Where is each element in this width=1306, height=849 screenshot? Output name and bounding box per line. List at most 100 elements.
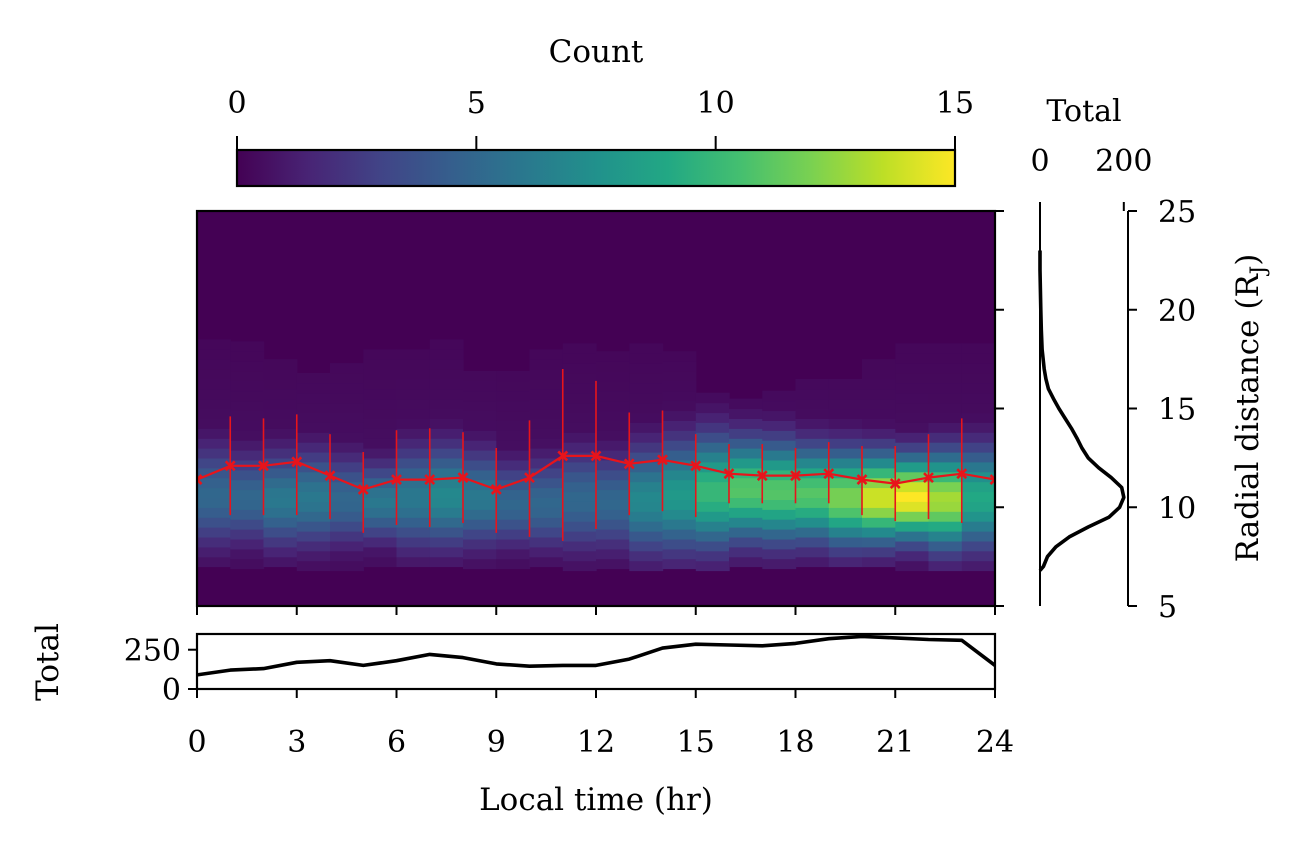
heatmap-cell bbox=[928, 531, 963, 542]
heatmap-cell bbox=[197, 349, 231, 360]
heatmap-cell bbox=[729, 507, 763, 518]
heatmap-cell bbox=[596, 519, 630, 530]
heatmap-cell bbox=[230, 519, 265, 530]
heatmap-cell bbox=[862, 487, 896, 498]
heatmap-cell bbox=[197, 378, 231, 390]
heatmap-cell bbox=[230, 361, 265, 372]
heatmap-cell bbox=[363, 556, 398, 568]
heatmap-cell bbox=[230, 469, 265, 481]
heatmap-cell bbox=[197, 438, 231, 449]
right-panel-x-tick-label: 200 bbox=[1095, 144, 1152, 179]
heatmap-cell bbox=[961, 540, 995, 552]
heatmap-cell bbox=[496, 509, 531, 520]
mean-marker bbox=[424, 474, 436, 486]
bottom-x-tick-label: 12 bbox=[577, 725, 615, 760]
heatmap-cell bbox=[396, 556, 431, 568]
heatmap-cell bbox=[363, 477, 398, 489]
heatmap-cell bbox=[762, 509, 797, 520]
radial-y-tick-label: 10 bbox=[1158, 491, 1196, 526]
heatmap-cell bbox=[562, 491, 597, 502]
mean-marker bbox=[590, 450, 602, 462]
heatmap-cell bbox=[396, 418, 431, 429]
heatmap-cell bbox=[762, 400, 797, 412]
heatmap-cell bbox=[496, 420, 531, 431]
heatmap-cell bbox=[928, 343, 963, 354]
heatmap-cell bbox=[928, 521, 963, 532]
heatmap-cell bbox=[862, 507, 896, 518]
heatmap-cell bbox=[463, 529, 497, 540]
heatmap-cell bbox=[330, 550, 364, 562]
heatmap-cell bbox=[828, 517, 863, 528]
heatmap-cell bbox=[596, 420, 630, 431]
heatmap-cell bbox=[363, 467, 398, 479]
heatmap-cell bbox=[529, 388, 564, 400]
heatmap-cell bbox=[496, 469, 531, 481]
heatmap-cell bbox=[762, 410, 797, 421]
heatmap-cell bbox=[463, 538, 497, 550]
heatmap-cell bbox=[795, 398, 830, 410]
bottom-marginal-panel: 0 3 6 9 12 15 18 21 24 0 250 Total Local time (hr) bbox=[30, 623, 1014, 818]
heatmap-cell bbox=[496, 529, 531, 540]
heatmap-cell bbox=[629, 560, 664, 572]
heatmap-cell bbox=[463, 519, 497, 530]
heatmap-cell bbox=[529, 428, 564, 439]
heatmap-cell bbox=[562, 461, 597, 473]
heatmap-cell bbox=[230, 440, 265, 451]
heatmap-cell bbox=[529, 536, 564, 548]
heatmap-cell bbox=[463, 410, 497, 421]
heatmap-cell bbox=[895, 353, 930, 364]
heatmap-cell bbox=[363, 546, 398, 558]
heatmap-cell bbox=[762, 489, 797, 500]
mean-marker bbox=[823, 468, 835, 480]
heatmap-cell bbox=[562, 531, 597, 542]
bottom-x-tick-label: 6 bbox=[387, 725, 406, 760]
heatmap-cell bbox=[197, 369, 231, 380]
radial-y-tick-label: 25 bbox=[1158, 195, 1196, 230]
heatmap-cell bbox=[296, 402, 331, 414]
heatmap-cell bbox=[363, 438, 398, 449]
heatmap-cell bbox=[862, 477, 896, 489]
colorbar-tick-label: 15 bbox=[936, 86, 974, 121]
heatmap-cell bbox=[828, 507, 863, 518]
heatmap-cell bbox=[662, 519, 697, 530]
heatmap-cell bbox=[230, 548, 265, 560]
heatmap-cell bbox=[496, 400, 531, 412]
heatmap-cell bbox=[529, 448, 564, 459]
heatmap-cell bbox=[961, 461, 995, 473]
heatmap-cell bbox=[596, 380, 630, 392]
heatmap-cell bbox=[695, 550, 730, 562]
heatmap-cell bbox=[662, 479, 697, 491]
radial-axis-label: Radial distance (RJ) bbox=[1230, 254, 1270, 563]
heatmap-cell bbox=[928, 432, 963, 443]
heatmap-cell bbox=[662, 380, 697, 392]
heatmap-cell bbox=[429, 507, 464, 518]
heatmap-cell bbox=[862, 457, 896, 469]
heatmap-cell bbox=[895, 442, 930, 453]
heatmap-cell bbox=[330, 432, 364, 443]
heatmap-cell bbox=[263, 448, 298, 459]
heatmap-cell bbox=[928, 392, 963, 404]
heatmap-cell bbox=[729, 418, 763, 429]
heatmap-cell bbox=[429, 428, 464, 439]
mean-marker bbox=[889, 478, 901, 489]
heatmap-cell bbox=[562, 372, 597, 384]
heatmap-cell bbox=[862, 398, 896, 410]
mean-marker bbox=[790, 470, 801, 482]
heatmap-cell bbox=[762, 499, 797, 510]
heatmap-cell bbox=[629, 343, 664, 354]
heatmap-cell bbox=[529, 457, 564, 469]
heatmap-cell bbox=[928, 461, 963, 473]
heatmap-cell bbox=[629, 511, 664, 522]
heatmap-cell bbox=[429, 349, 464, 360]
heatmap-cell bbox=[695, 540, 730, 552]
heatmap-cell bbox=[463, 371, 497, 382]
heatmap-cell bbox=[330, 540, 364, 552]
heatmap-cell bbox=[529, 527, 564, 538]
heatmap-cell bbox=[928, 501, 963, 512]
heatmap-cell bbox=[729, 556, 763, 568]
bottom-panel-ticks: 0 3 6 9 12 15 18 21 24 0 250 bbox=[124, 634, 1014, 760]
heatmap-cell bbox=[895, 343, 930, 354]
heatmap-cell bbox=[961, 521, 995, 532]
heatmap-cell bbox=[862, 438, 896, 449]
heatmap-cell bbox=[961, 560, 995, 572]
